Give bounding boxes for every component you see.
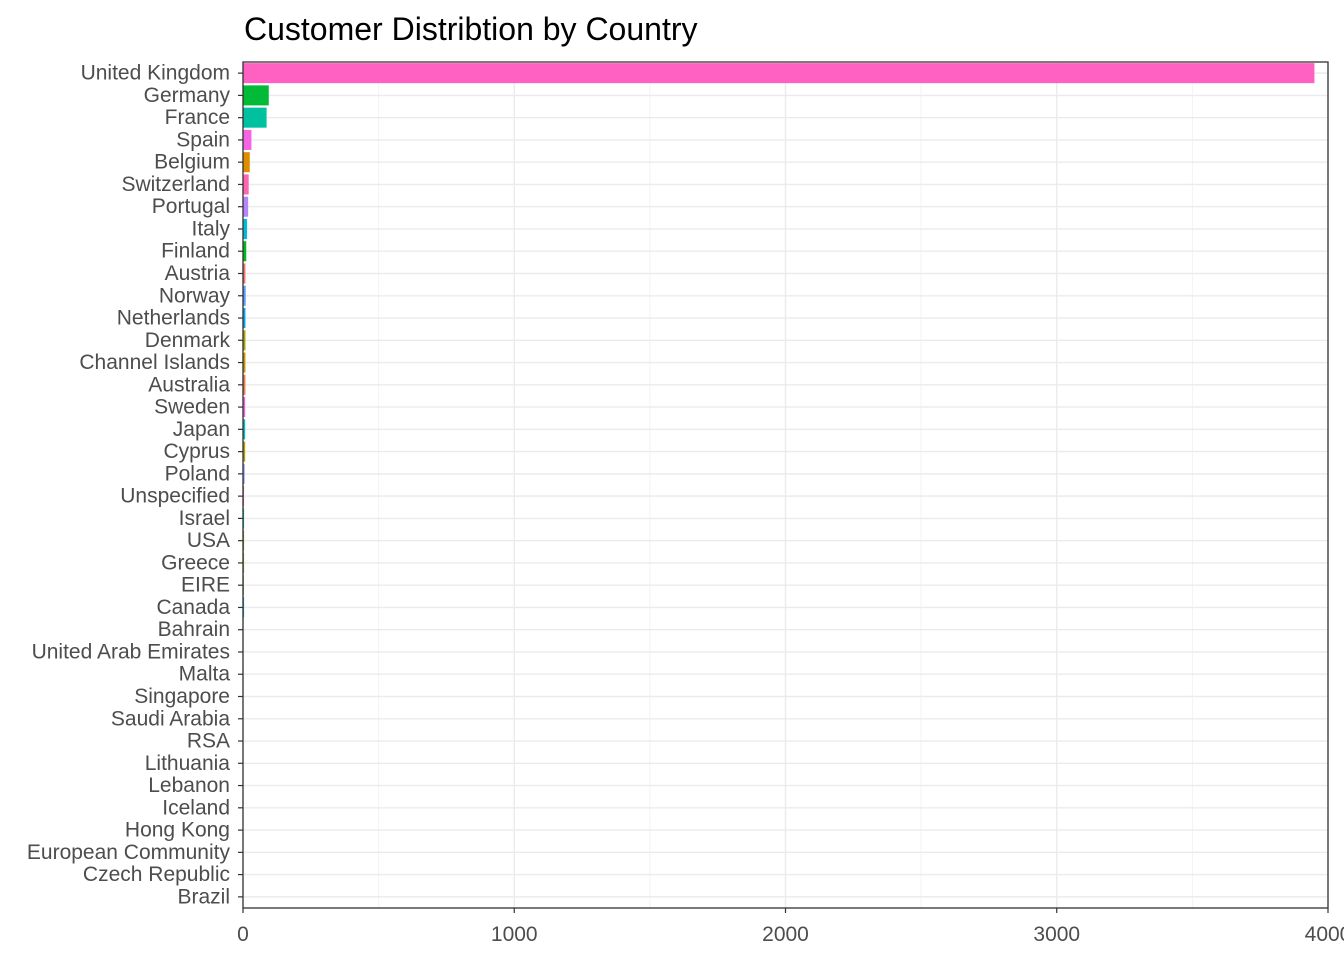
category-label: EIRE [181,574,230,597]
x-tick-label: 2000 [762,923,809,946]
category-label: Lebanon [148,774,230,797]
category-label: Lithuania [145,752,231,775]
category-label: RSA [187,730,230,753]
category-label: Greece [161,551,230,574]
category-label: Spain [176,128,230,151]
category-label: Saudi Arabia [111,707,230,730]
bars [243,63,1314,907]
category-label: Israel [179,507,230,530]
category-label: Hong Kong [125,819,230,842]
category-label: Canada [156,596,230,619]
category-label: Cyprus [163,440,230,463]
category-label: Unspecified [120,485,230,508]
category-label: Singapore [134,685,230,708]
x-axis-ticks: 0 1000 2000 3000 4000 [237,908,1344,946]
bar-germany [243,85,269,105]
x-tick-label: 3000 [1033,923,1080,946]
x-tick-label: 4000 [1305,923,1344,946]
bar-portugal [243,197,248,217]
category-label: Netherlands [117,307,230,330]
category-labels: United KingdomGermanyFranceSpainBelgiumS… [27,62,243,909]
category-label: Finland [161,240,230,263]
category-label: France [165,106,230,129]
category-label: Czech Republic [83,863,230,886]
bar-switzerland [243,174,249,194]
category-label: Norway [159,284,231,307]
x-tick-label: 1000 [491,923,538,946]
category-label: United Arab Emirates [32,640,230,663]
category-label: European Community [27,841,231,864]
category-label: Italy [191,217,230,240]
category-label: Australia [148,373,230,396]
category-label: Poland [165,462,230,485]
category-label: USA [187,529,230,552]
category-label: Channel Islands [79,351,230,374]
category-label: Germany [144,84,231,107]
category-label: Bahrain [158,618,230,641]
x-tick-label: 0 [237,923,249,946]
bar-united-kingdom [243,63,1314,83]
category-label: Brazil [177,885,230,908]
category-label: Malta [179,663,231,686]
category-label: Japan [173,418,230,441]
category-label: Iceland [162,796,230,819]
bar-spain [243,130,251,150]
category-label: United Kingdom [81,62,230,85]
category-label: Belgium [154,151,230,174]
bar-france [243,108,267,128]
category-label: Portugal [152,195,230,218]
category-label: Austria [165,262,231,285]
category-label: Sweden [154,396,230,419]
category-label: Switzerland [121,173,230,196]
category-label: Denmark [145,329,231,352]
chart-title: Customer Distribtion by Country [244,11,697,47]
grid-lines [243,62,1328,908]
bar-belgium [243,152,250,172]
